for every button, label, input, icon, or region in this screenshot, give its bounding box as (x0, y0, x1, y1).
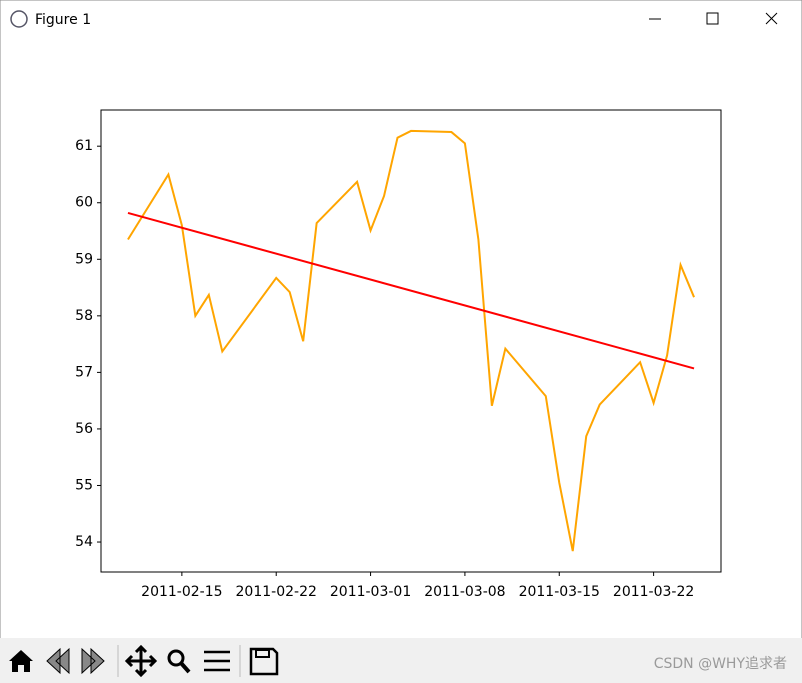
y-tick-label: 57 (75, 364, 93, 380)
toolbar-buttons (9, 644, 279, 678)
y-tick-label: 59 (75, 251, 93, 267)
zoom-handle (179, 661, 191, 674)
y-tick-label: 60 (75, 195, 93, 211)
window-title: Figure 1 (35, 12, 91, 28)
watermark: CSDN @WHY追求者 (654, 656, 787, 672)
x-tick-label: 2011-03-15 (519, 584, 600, 600)
data-line (127, 129, 695, 552)
data-line (127, 211, 695, 370)
y-tick-label: 56 (75, 421, 93, 437)
home-button[interactable] (9, 650, 33, 672)
y-tick-label: 55 (75, 477, 93, 493)
configure-button[interactable] (204, 650, 230, 672)
forward-button[interactable] (81, 647, 105, 675)
x-tick-label: 2011-03-08 (424, 584, 505, 600)
x-tick-label: 2011-02-22 (236, 584, 317, 600)
maximize-button[interactable] (706, 12, 719, 25)
back-button[interactable] (46, 647, 70, 675)
pan-button[interactable] (124, 644, 158, 678)
y-tick-label: 58 (75, 308, 93, 324)
x-tick-label: 2011-02-15 (141, 584, 222, 600)
y-tick-label: 61 (75, 138, 93, 154)
x-tick-label: 2011-03-01 (330, 584, 411, 600)
x-tick-label: 2011-03-22 (613, 584, 694, 600)
app-icon (10, 10, 28, 28)
zoom-button[interactable] (167, 649, 185, 667)
close-button[interactable] (765, 12, 778, 25)
axes-frame (100, 109, 722, 573)
plot: 54 55 56 57 58 59 60 61 2011-02-15 2011-02-22 2011… (75, 109, 722, 600)
y-tick-label: 54 (75, 534, 93, 550)
save-icon-detail (255, 649, 270, 658)
